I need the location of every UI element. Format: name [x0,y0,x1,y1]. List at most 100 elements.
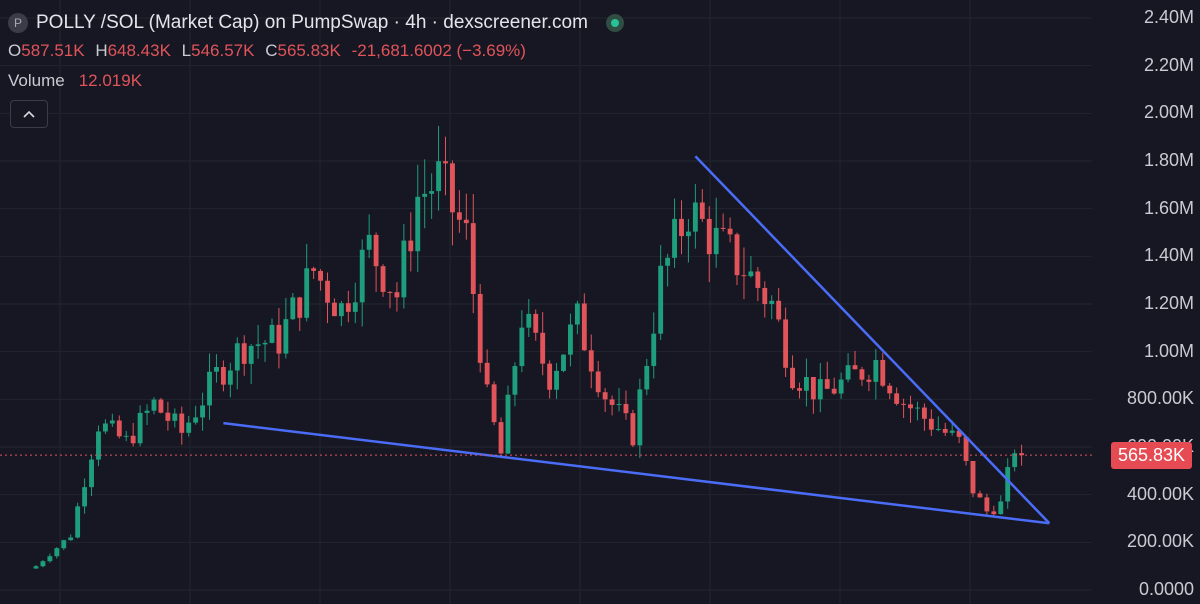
open-value: 587.51K [21,41,85,60]
candle-body [40,561,46,567]
candle-body [325,280,330,303]
candle-body [130,435,136,444]
candle-body [609,399,615,405]
candle-body [526,313,532,328]
candle-body [859,369,865,380]
candle-body [207,371,212,406]
y-tick-label: 2.00M [1143,102,1194,123]
candle-body [991,511,997,515]
candle-body [193,417,199,423]
candle-body [297,297,303,318]
candle-body [276,324,282,354]
candle-body [769,300,775,305]
candle-body [1019,453,1025,456]
candle-body [713,227,719,255]
symbol-icon: P [8,13,28,33]
candle-body [359,249,365,303]
candle-body [956,430,962,437]
candle-body [810,376,816,400]
y-tick-label: 1.60M [1143,197,1194,218]
candle-body [477,293,483,363]
candle-body [255,344,261,346]
y-tick-label: 1.40M [1143,245,1194,266]
candle-body [977,493,983,498]
candle-body [338,303,344,317]
y-tick-label: 0.0000 [1138,579,1194,599]
chart-header: P POLLY /SOL (Market Cap) on PumpSwap · … [8,12,624,34]
candle-body [332,302,337,317]
candle-body [415,196,421,252]
candle-body [783,319,789,368]
candle-body [512,366,518,395]
collapse-legend-button[interactable] [10,100,48,128]
candle-body [644,365,650,390]
candle-body [366,234,372,250]
candle-body [817,379,823,400]
candle-body [686,231,691,237]
y-tick-label: 1.20M [1143,293,1194,313]
candle-body [373,234,379,267]
candle-body [186,422,192,433]
chevron-up-icon [23,110,35,118]
candle-body [880,360,886,386]
candle-body [269,324,275,343]
ohlc-legend: O587.51K H648.43K L546.57K C565.83K -21,… [8,41,532,61]
y-tick-label: 1.80M [1143,150,1194,170]
candle-body [262,342,268,345]
candle-body [602,392,608,400]
volume-value: 12.019K [78,71,143,90]
candle-body [137,412,143,444]
candle-body [797,388,802,391]
candle-body [220,367,226,385]
y-tick-label: 200.00K [1126,531,1194,552]
candle-body [741,275,747,277]
candle-body [109,420,115,424]
candle-body [901,403,907,405]
candle-body [755,271,761,288]
candle-body [82,487,88,507]
support-trendline[interactable] [223,421,1050,525]
candle-body [380,266,386,292]
last-price-tag: 565.83K [1110,442,1192,470]
candle-body [942,428,948,433]
candle-body [672,218,677,258]
candle-body [762,287,768,305]
candle-body [651,333,657,366]
y-tick-label: 400.00K [1126,483,1194,504]
candle-body [318,270,324,281]
high-value: 648.43K [107,41,171,60]
candle-body [949,430,955,433]
candle-body [776,300,782,320]
candle-body [214,367,219,372]
candle-body [116,420,122,437]
candle-body [422,193,428,197]
candle-body [658,265,664,334]
candle-body [873,360,879,382]
candle-body [748,271,754,277]
candle-body [89,459,94,488]
candle-body [387,291,393,293]
candle-body [61,540,67,549]
resistance-trendline[interactable] [694,155,1051,525]
candle-body [963,436,969,461]
candle-body [595,371,601,393]
candle-body [852,365,858,370]
candle-body [935,428,941,430]
candle-body [290,297,296,320]
candle-body [533,313,539,333]
candle-body [450,163,455,213]
candle-body [311,268,317,271]
candle-body [574,303,580,325]
candle-body [47,556,53,562]
y-tick-label: 2.40M [1143,7,1194,27]
candle-body [561,354,566,371]
volume-label: Volume [8,71,65,90]
volume-legend: Volume 12.019K [8,71,142,91]
candle-body [144,410,150,413]
open-label: O [8,41,22,60]
candle-body [665,257,671,266]
candle-body [200,405,206,418]
candle-body [831,388,837,394]
candle-body [54,548,60,557]
